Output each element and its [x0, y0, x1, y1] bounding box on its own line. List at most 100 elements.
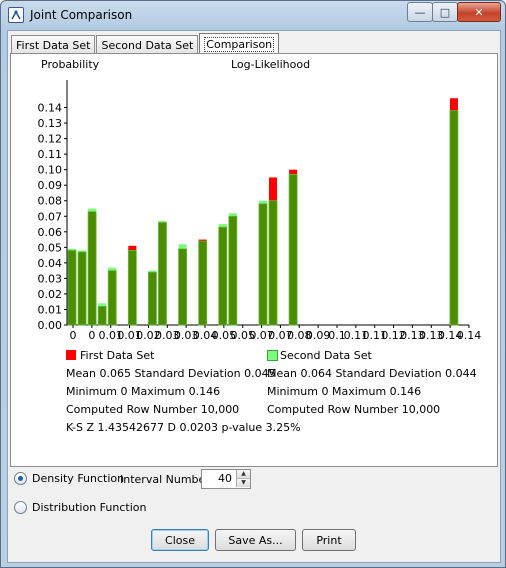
distribution-radio[interactable]	[14, 501, 27, 514]
x-tick-label: 0.03	[174, 329, 199, 342]
bar-second-excess	[178, 244, 187, 249]
bar-first-excess	[269, 177, 278, 201]
bar-second-excess	[78, 250, 87, 252]
legend-swatch-second	[267, 350, 278, 361]
bar-second-excess	[68, 248, 77, 251]
tab-label: Comparison	[204, 36, 275, 52]
x-tick-label: 0.12	[381, 329, 406, 342]
bar-overlap	[449, 110, 459, 326]
minimize-icon: —	[414, 5, 426, 19]
tab-strip: First Data Set Second Data Set Compariso…	[11, 33, 280, 54]
tab-first-data-set[interactable]: First Data Set	[11, 35, 96, 54]
x-tick-label: 0.07	[249, 329, 274, 342]
maximize-button[interactable]: □	[432, 2, 458, 22]
title-bar[interactable]: Joint Comparison — □ ✕	[1, 1, 505, 29]
distribution-label: Distribution Function	[32, 501, 147, 514]
bar-first-excess	[198, 239, 207, 242]
bar-overlap	[158, 222, 167, 326]
spin-up-button[interactable]: ▲	[236, 470, 250, 479]
tab-comparison[interactable]: Comparison	[199, 33, 280, 54]
tab-second-data-set[interactable]: Second Data Set	[96, 35, 199, 54]
y-tick-label: 0.04	[38, 257, 63, 270]
chart-title: Log-Likelihood	[231, 58, 311, 71]
interval-number-input[interactable]	[202, 470, 234, 486]
density-function-option[interactable]: Density Function	[14, 472, 124, 485]
x-tick-label: 0.03	[155, 329, 180, 342]
bar-overlap	[228, 215, 238, 326]
tab-label: Second Data Set	[101, 38, 194, 52]
minimize-button[interactable]: —	[407, 2, 433, 22]
second-mean-sd: Mean 0.064 Standard Deviation 0.044	[267, 367, 477, 380]
bar-overlap	[218, 226, 228, 326]
legend-label-second: Second Data Set	[280, 349, 372, 362]
x-tick-label: 0.08	[287, 329, 312, 342]
x-tick-label: 0.13	[419, 329, 444, 342]
interval-number-spinner[interactable]: ▲ ▼	[201, 469, 251, 489]
arrow-up-icon: ▲	[241, 470, 246, 477]
x-tick-label: 0.09	[306, 329, 331, 342]
second-min-max: Minimum 0 Maximum 0.146	[267, 385, 422, 398]
distribution-function-option[interactable]: Distribution Function	[14, 501, 146, 514]
density-radio[interactable]	[14, 472, 27, 485]
x-tick-label: 0.13	[400, 329, 425, 342]
x-tick-label: 0.01	[98, 329, 123, 342]
bar-overlap	[87, 211, 97, 326]
bar-overlap	[258, 203, 268, 326]
x-tick-label: 0.05	[230, 329, 255, 342]
tab-label: First Data Set	[16, 38, 91, 52]
y-tick-label: 0.13	[38, 117, 63, 130]
bar-second-excess	[218, 224, 227, 228]
x-tick-label: 0.04	[193, 329, 218, 342]
bar-second-excess	[148, 270, 157, 273]
x-tick-label: 0.02	[136, 329, 161, 342]
y-tick-label: 0.09	[38, 179, 63, 192]
bar-overlap	[127, 250, 137, 326]
y-tick-label: 0.11	[38, 148, 63, 161]
close-button[interactable]: Close	[151, 529, 209, 551]
first-mean-sd: Mean 0.065 Standard Deviation 0.045	[66, 367, 276, 380]
second-row-number: Computed Row Number 10,000	[267, 403, 441, 416]
app-icon	[8, 7, 24, 23]
maximize-icon: □	[439, 5, 451, 19]
bar-first-excess	[449, 98, 458, 111]
bar-overlap	[288, 173, 298, 326]
close-window-button[interactable]: ✕	[457, 2, 501, 22]
save-as-button[interactable]: Save As...	[215, 529, 296, 551]
x-tick-label: 0.07	[268, 329, 293, 342]
histogram-chart: 0.000.010.020.030.040.050.060.070.080.09…	[38, 80, 482, 342]
y-axis-title: Probability	[41, 58, 100, 71]
y-tick-label: 0.05	[38, 241, 63, 254]
y-tick-label: 0.02	[38, 288, 63, 301]
bar-second-excess	[88, 208, 97, 212]
comparison-panel: Probability Log-Likelihood 0.00 0.01 0.02 0…	[10, 53, 498, 467]
y-tick-label: 0.03	[38, 272, 63, 285]
y-tick-label: 0.08	[38, 195, 63, 208]
x-tick-label: 0.14	[457, 329, 482, 342]
bar-overlap	[147, 271, 157, 326]
bar-second-excess	[258, 200, 267, 204]
bar-overlap	[268, 200, 278, 326]
density-label: Density Function	[32, 472, 125, 485]
x-tick-label: 0.05	[212, 329, 237, 342]
bar-overlap	[198, 240, 208, 326]
bar-overlap	[107, 270, 117, 326]
legend-label-first: First Data Set	[80, 349, 155, 362]
print-button[interactable]: Print	[302, 529, 356, 551]
spin-down-button[interactable]: ▼	[236, 479, 250, 487]
x-tick-label: 0.11	[362, 329, 387, 342]
first-min-max: Minimum 0 Maximum 0.146	[66, 385, 221, 398]
bar-overlap	[67, 250, 77, 326]
close-icon: ✕	[474, 5, 484, 19]
bar-second-excess	[158, 220, 167, 223]
x-tick-label: 0.1	[328, 329, 346, 342]
first-row-number: Computed Row Number 10,000	[66, 403, 240, 416]
interval-number-label: Interval Number	[120, 473, 210, 486]
x-tick-label: 0.14	[438, 329, 463, 342]
bar-overlap	[97, 305, 107, 326]
legend-swatch-first	[66, 350, 76, 360]
x-tick-label: 0.11	[344, 329, 369, 342]
x-tick-label: 0.01	[117, 329, 142, 342]
arrow-down-icon: ▼	[241, 479, 246, 486]
bar-first-excess	[128, 245, 137, 251]
